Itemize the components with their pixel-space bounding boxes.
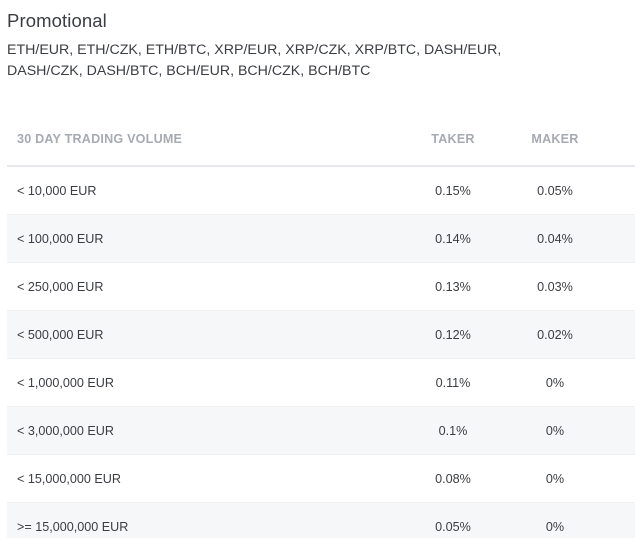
volume-cell: < 100,000 EUR [7, 214, 403, 263]
header-trading-volume: 30 DAY TRADING VOLUME [7, 113, 403, 167]
maker-fee-cell: 0.04% [503, 214, 607, 263]
table-row: >= 15,000,000 EUR 0.05% 0% [7, 502, 635, 538]
section-title: Promotional [7, 10, 107, 31]
maker-fee-cell: 0.03% [503, 262, 607, 311]
volume-cell: < 500,000 EUR [7, 310, 403, 359]
table-row: < 15,000,000 EUR 0.08% 0% [7, 454, 635, 503]
volume-cell: >= 15,000,000 EUR [7, 502, 403, 538]
row-spacer [607, 502, 635, 538]
volume-cell: < 3,000,000 EUR [7, 406, 403, 455]
table-row: < 10,000 EUR 0.15% 0.05% [7, 166, 635, 215]
header-row: 30 DAY TRADING VOLUME TAKER MAKER [7, 113, 635, 167]
row-spacer [607, 166, 635, 215]
taker-fee-cell: 0.11% [403, 358, 503, 407]
maker-fee-cell: 0% [503, 502, 607, 538]
table-row: < 250,000 EUR 0.13% 0.03% [7, 262, 635, 311]
currency-pairs-list: ETH/EUR, ETH/CZK, ETH/BTC, XRP/EUR, XRP/… [7, 42, 502, 79]
volume-cell: < 15,000,000 EUR [7, 454, 403, 503]
taker-fee-cell: 0.13% [403, 262, 503, 311]
table-row: < 500,000 EUR 0.12% 0.02% [7, 310, 635, 359]
header-maker: MAKER [503, 113, 607, 167]
row-spacer [607, 262, 635, 311]
header-spacer [607, 113, 635, 167]
maker-fee-cell: 0.05% [503, 166, 607, 215]
maker-fee-cell: 0% [503, 454, 607, 503]
taker-fee-cell: 0.12% [403, 310, 503, 359]
row-spacer [607, 406, 635, 455]
row-spacer [607, 454, 635, 503]
maker-fee-cell: 0% [503, 358, 607, 407]
table-row: < 1,000,000 EUR 0.11% 0% [7, 358, 635, 407]
taker-fee-cell: 0.05% [403, 502, 503, 538]
table-row: < 3,000,000 EUR 0.1% 0% [7, 406, 635, 455]
row-spacer [607, 358, 635, 407]
volume-cell: < 1,000,000 EUR [7, 358, 403, 407]
row-spacer [607, 214, 635, 263]
taker-fee-cell: 0.15% [403, 166, 503, 215]
table-row: < 100,000 EUR 0.14% 0.04% [7, 214, 635, 263]
taker-fee-cell: 0.08% [403, 454, 503, 503]
taker-fee-cell: 0.1% [403, 406, 503, 455]
row-spacer [607, 310, 635, 359]
taker-fee-cell: 0.14% [403, 214, 503, 263]
maker-fee-cell: 0% [503, 406, 607, 455]
maker-fee-cell: 0.02% [503, 310, 607, 359]
fee-table-body: < 10,000 EUR 0.15% 0.05% < 100,000 EUR 0… [7, 166, 635, 538]
fee-table-header: 30 DAY TRADING VOLUME TAKER MAKER [7, 113, 635, 167]
volume-cell: < 250,000 EUR [7, 262, 403, 311]
volume-cell: < 10,000 EUR [7, 166, 403, 215]
fee-table: 30 DAY TRADING VOLUME TAKER MAKER < 10,0… [7, 113, 635, 538]
header-taker: TAKER [403, 113, 503, 167]
